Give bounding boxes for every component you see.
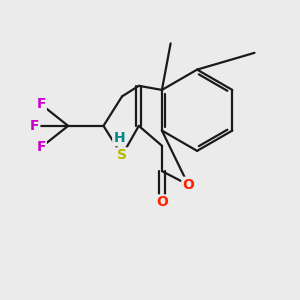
Text: F: F bbox=[30, 119, 39, 133]
Text: F: F bbox=[36, 140, 46, 154]
Text: H: H bbox=[113, 131, 125, 145]
Text: O: O bbox=[182, 178, 194, 192]
Text: F: F bbox=[36, 98, 46, 111]
Text: S: S bbox=[117, 148, 127, 162]
Text: O: O bbox=[156, 195, 168, 209]
